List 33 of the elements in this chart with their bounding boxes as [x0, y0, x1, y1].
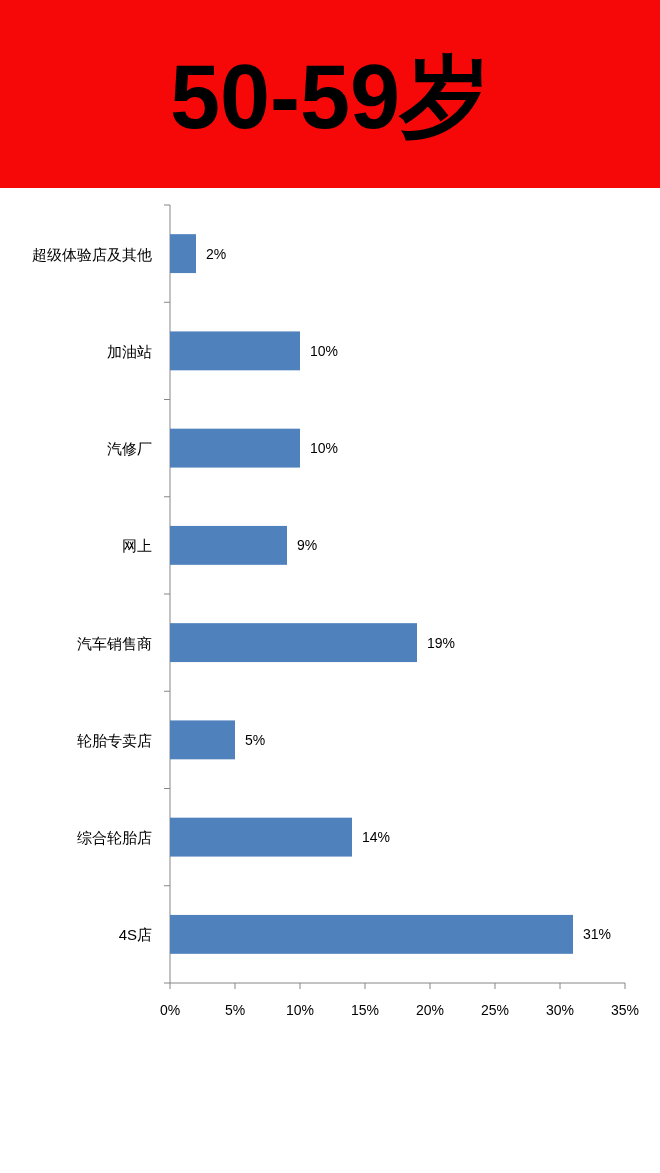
chart-title: 50-59岁	[169, 47, 491, 147]
y-tick-label: 加油站	[107, 342, 152, 360]
y-tick-label: 汽修厂	[107, 440, 152, 458]
data-label: 10%	[310, 342, 339, 359]
bar	[170, 623, 417, 663]
bar	[170, 234, 196, 274]
y-tick-label: 综合轮胎店	[77, 829, 152, 847]
x-tick-label: 25%	[480, 1002, 510, 1018]
x-tick-label: 0%	[159, 1002, 181, 1018]
x-tick-label: 10%	[285, 1002, 315, 1018]
data-label: 5%	[245, 731, 266, 748]
data-label: 10%	[310, 440, 339, 457]
bar	[170, 720, 235, 760]
bar	[170, 914, 573, 954]
y-tick-label: 超级体验店及其他	[32, 245, 152, 263]
bar	[170, 525, 287, 565]
bar	[170, 331, 300, 371]
data-label: 14%	[362, 829, 391, 846]
bar	[170, 428, 300, 468]
data-label: 31%	[583, 926, 612, 943]
data-label: 9%	[297, 537, 318, 554]
data-label: 19%	[427, 634, 456, 651]
x-tick-label: 35%	[610, 1002, 640, 1018]
bar	[170, 817, 352, 857]
y-tick-label: 轮胎专卖店	[77, 731, 152, 749]
x-tick-label: 5%	[224, 1002, 246, 1018]
y-tick-label: 网上	[122, 537, 152, 555]
x-tick-label: 15%	[350, 1002, 380, 1018]
x-tick-label: 20%	[415, 1002, 445, 1018]
y-tick-label: 4S店	[118, 926, 152, 944]
y-tick-label: 汽车销售商	[77, 634, 152, 652]
x-tick-label: 30%	[545, 1002, 575, 1018]
data-label: 2%	[206, 245, 227, 262]
